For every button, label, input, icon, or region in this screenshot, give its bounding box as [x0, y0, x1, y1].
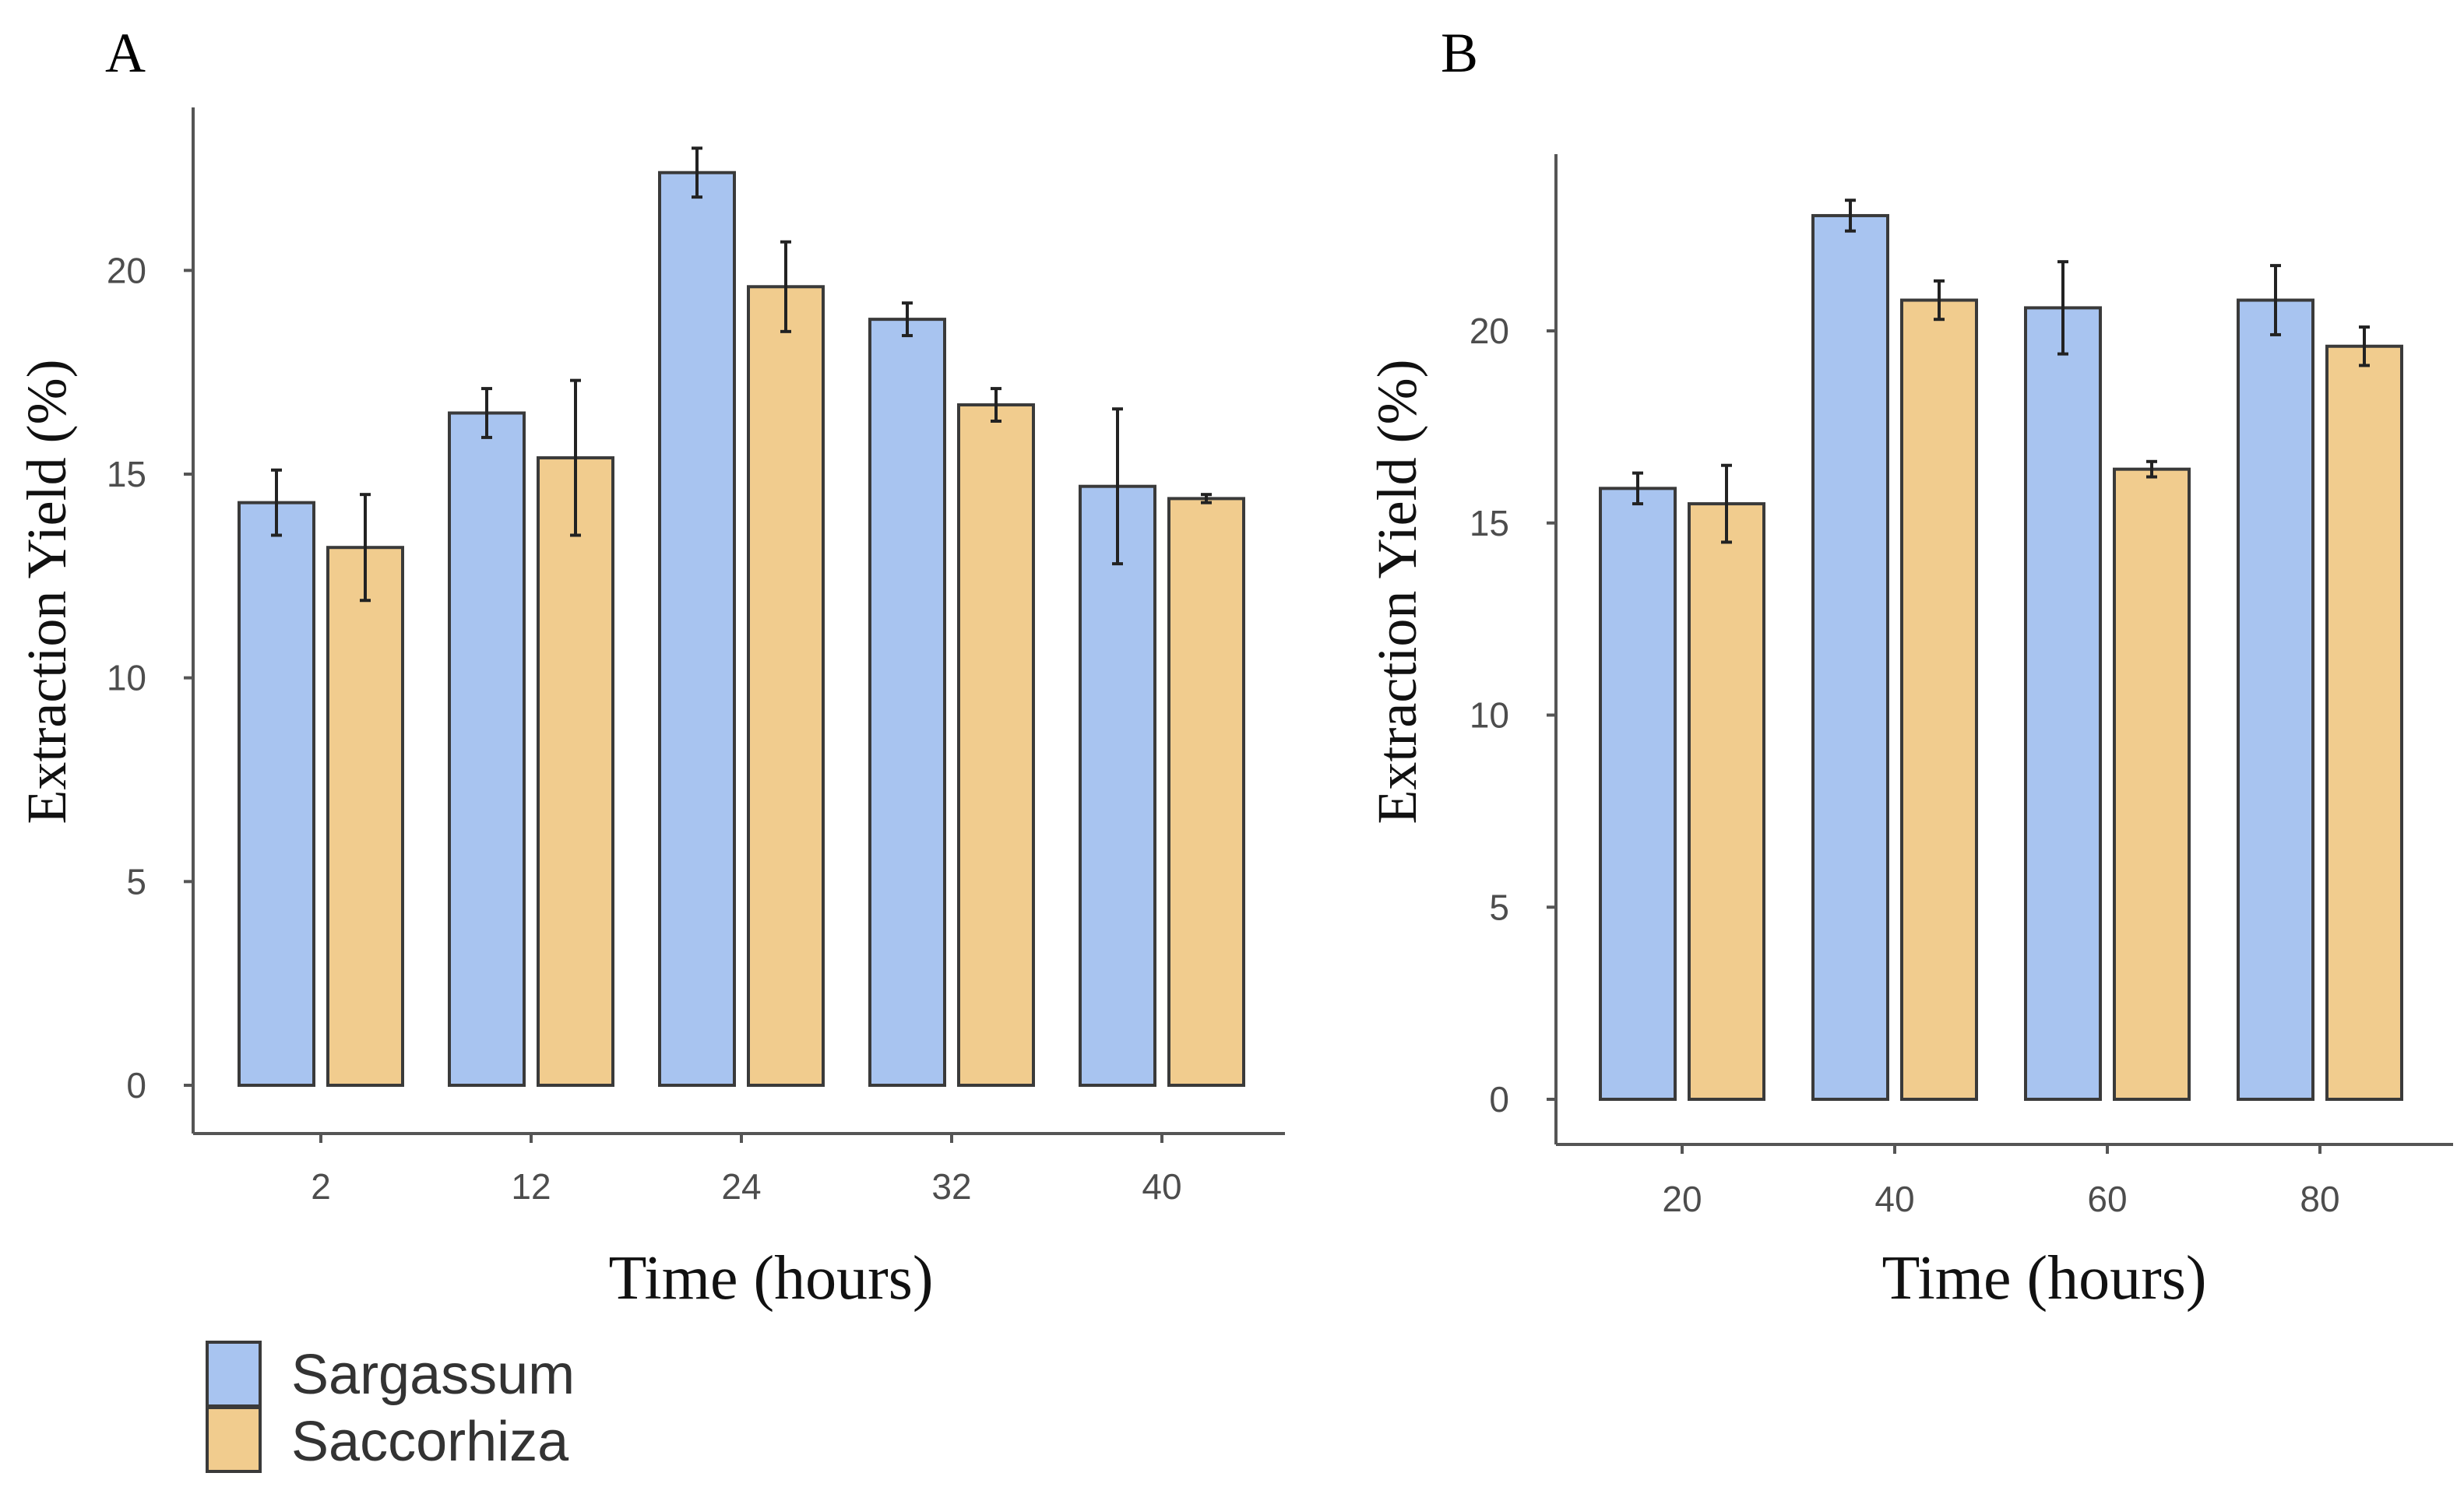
- panel-b: B Extraction Yield (%) Time (hours) 0 5 10…: [1366, 22, 2453, 1313]
- panel-b-bar-saccorhiza: [2325, 344, 2403, 1101]
- panel-b-bar-saccorhiza: [2113, 467, 2191, 1101]
- panel-a-bar-sargassum: [238, 501, 315, 1087]
- panel-b-x-tick-label: 40: [1874, 1179, 1914, 1219]
- panel-a-bar-saccorhiza: [1167, 497, 1245, 1087]
- panel-a-x-tick-label: 32: [931, 1166, 971, 1207]
- panel-b-x-axis-title: Time (hours): [1881, 1244, 2206, 1313]
- panel-a-bar-saccorhiza: [537, 456, 614, 1087]
- panel-a-y-tick-label: 10: [107, 658, 146, 698]
- panel-b-bar-sargassum: [2237, 298, 2314, 1101]
- panel-a-bar-sargassum: [448, 411, 526, 1087]
- panel-a-y-tick-label: 15: [107, 454, 146, 494]
- panel-b-bar-saccorhiza: [1688, 502, 1765, 1101]
- panel-a-y-axis-title: Extraction Yield (%): [16, 359, 78, 824]
- panel-a-bar-saccorhiza: [326, 546, 404, 1087]
- panel-a-x-tick-label: 24: [721, 1166, 761, 1207]
- panel-b-x-tick-label: 60: [2087, 1179, 2127, 1219]
- panel-a-bar-sargassum: [658, 170, 736, 1088]
- legend-label-sargassum: Sargassum: [291, 1344, 575, 1406]
- legend-swatch-sargassum: [206, 1341, 262, 1408]
- panel-b-y-tick-label: 10: [1470, 695, 1509, 736]
- legend: Sargassum Saccorhiza: [206, 1341, 575, 1473]
- legend-label-saccorhiza: Saccorhiza: [291, 1411, 569, 1473]
- panel-b-x-tick-label: 20: [1662, 1179, 1702, 1219]
- panel-b-bar-sargassum: [1811, 213, 1889, 1101]
- panel-a-y-tick-label: 5: [126, 861, 146, 902]
- panel-a-bar-saccorhiza: [957, 403, 1035, 1087]
- panel-b-x-tick-label: 80: [2300, 1179, 2339, 1219]
- panel-a-label: A: [105, 22, 146, 84]
- panel-b-y-tick-label: 0: [1489, 1079, 1509, 1120]
- panel-b-bar-sargassum: [1599, 487, 1677, 1101]
- panel-b-y-tick-label: 5: [1489, 887, 1509, 927]
- panel-b-y-tick-label: 15: [1470, 503, 1509, 543]
- panel-b-y-tick-label: 20: [1470, 311, 1509, 351]
- panel-a-y-tick-label: 20: [107, 250, 146, 290]
- panel-a: A Extraction Yield (%) Time (hours) 0 5 10…: [16, 22, 1285, 1313]
- panel-b-bar-sargassum: [2024, 306, 2102, 1101]
- panel-b-y-axis-title: Extraction Yield (%): [1366, 359, 1428, 824]
- panel-b-marks: 0 5 10 15 20 20 40 60 80: [1470, 154, 2453, 1219]
- panel-a-bar-sargassum: [1079, 484, 1156, 1087]
- panel-a-bar-sargassum: [868, 318, 946, 1087]
- panel-a-x-axis-title: Time (hours): [608, 1244, 933, 1313]
- panel-b-bar-saccorhiza: [1900, 298, 1978, 1101]
- panel-a-x-tick-label: 40: [1142, 1166, 1181, 1207]
- panel-a-y-tick-label: 0: [126, 1065, 146, 1106]
- panel-a-x-tick-label: 2: [311, 1166, 331, 1207]
- legend-swatch-saccorhiza: [206, 1406, 262, 1473]
- panel-a-marks: 0 5 10 15 20 2 12 24 32 40: [107, 107, 1285, 1207]
- panel-b-label: B: [1441, 22, 1478, 84]
- panel-a-x-tick-label: 12: [511, 1166, 551, 1207]
- panel-a-bar-saccorhiza: [747, 285, 825, 1087]
